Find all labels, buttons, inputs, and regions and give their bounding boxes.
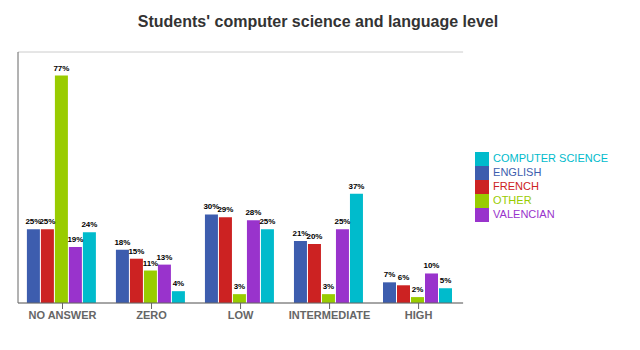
svg-text:3%: 3% <box>323 282 335 291</box>
svg-text:30%: 30% <box>203 202 220 212</box>
svg-text:21%: 21% <box>292 229 309 238</box>
svg-text:2%: 2% <box>412 285 424 294</box>
svg-text:HIGH: HIGH <box>405 309 433 321</box>
svg-text:6%: 6% <box>398 273 410 282</box>
html-text:Students' computer science and: Students' computer science and language … <box>137 13 499 30</box>
svg-text:LOW: LOW <box>228 309 254 321</box>
html-text:VALENCIAN: VALENCIAN <box>493 208 555 221</box>
svg-text:3%: 3% <box>234 282 246 291</box>
svg-text:ZERO: ZERO <box>136 309 167 321</box>
svg-text:4%: 4% <box>173 279 185 288</box>
svg-text:5%: 5% <box>440 276 452 285</box>
svg-text:25%: 25% <box>39 217 55 226</box>
svg-text:15%: 15% <box>128 247 144 256</box>
svg-text:18%: 18% <box>114 238 130 247</box>
svg-text:28%: 28% <box>245 208 261 217</box>
html-text:COMPUTER SCIENCE: COMPUTER SCIENCE <box>493 151 608 164</box>
svg-text:10%: 10% <box>423 261 439 270</box>
svg-text:37%: 37% <box>348 182 364 191</box>
html-text:OTHER: OTHER <box>493 194 532 206</box>
html-text:FRENCH: FRENCH <box>493 180 539 192</box>
svg-text:INTERMEDIATE: INTERMEDIATE <box>289 309 371 321</box>
svg-text:25%: 25% <box>334 217 350 226</box>
svg-text:13%: 13% <box>156 253 172 262</box>
svg-text:77%: 77% <box>53 64 69 73</box>
svg-text:25%: 25% <box>259 217 275 226</box>
svg-text:11%: 11% <box>142 258 159 268</box>
svg-text:7%: 7% <box>384 270 396 279</box>
svg-text:NO ANSWER: NO ANSWER <box>28 309 96 321</box>
svg-text:19%: 19% <box>67 235 83 244</box>
svg-text:24%: 24% <box>81 220 97 229</box>
html-text:ENGLISH: ENGLISH <box>493 165 542 178</box>
svg-text:20%: 20% <box>306 232 322 241</box>
svg-text:29%: 29% <box>217 205 233 214</box>
svg-text:25%: 25% <box>25 217 42 227</box>
